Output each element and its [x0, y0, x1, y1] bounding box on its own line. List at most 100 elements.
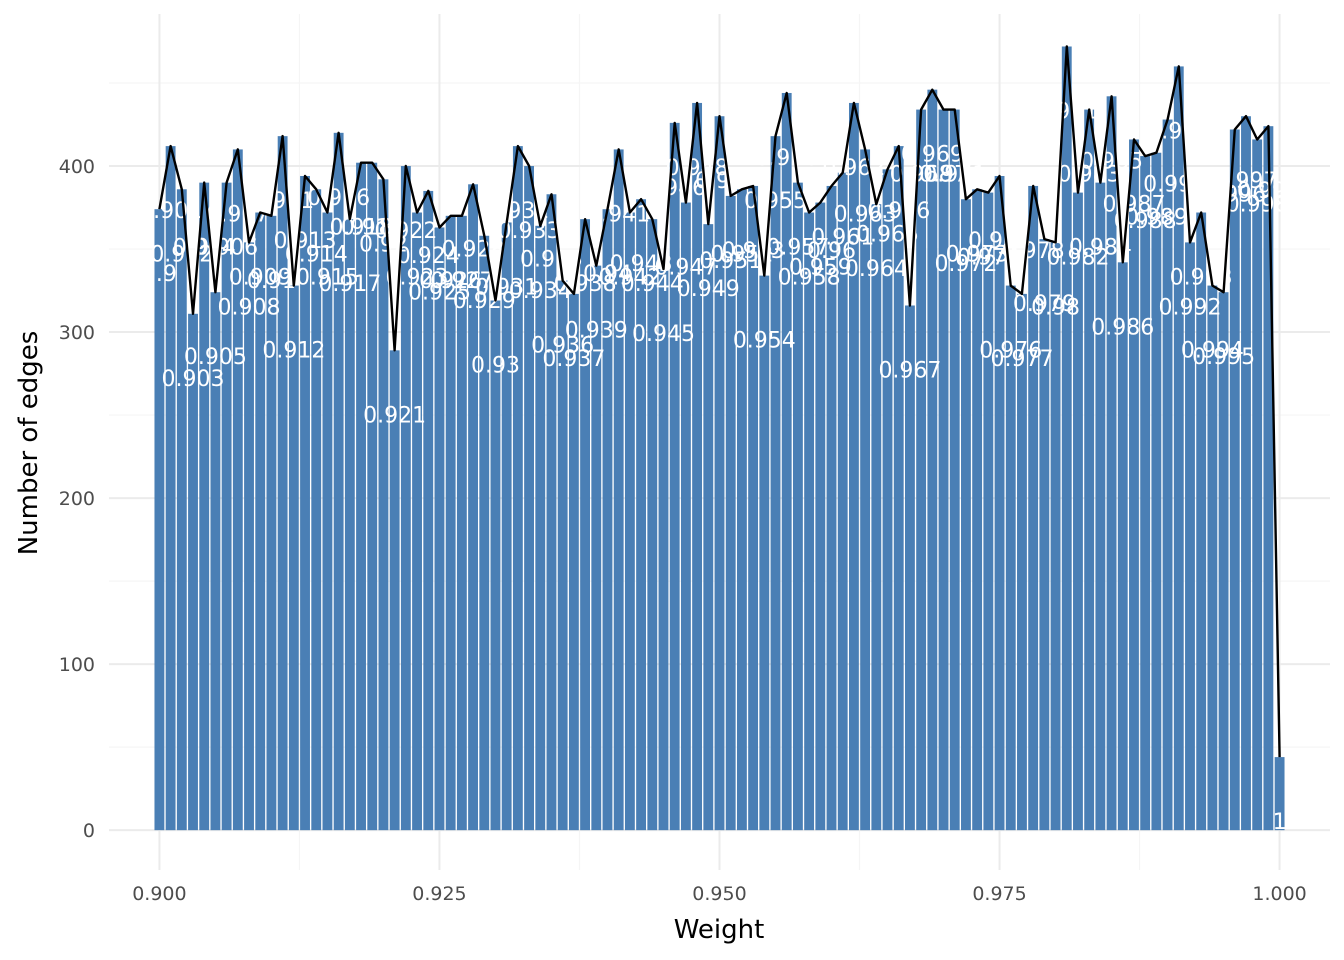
bar — [479, 235, 490, 831]
bar — [277, 136, 288, 831]
bar-label: 0.911 — [251, 189, 314, 214]
bar-label: 0.914 — [285, 242, 348, 267]
bar-label: 0.964 — [845, 257, 908, 282]
bar-label: 0.983 — [1058, 163, 1121, 188]
y-axis-title: Number of edges — [14, 331, 44, 556]
bar — [367, 162, 378, 831]
bar — [580, 219, 591, 831]
bar — [972, 189, 983, 831]
bar-label: 0.946 — [643, 176, 706, 201]
bar-label: 0.928 — [442, 237, 505, 262]
bar-label: 0.965 — [856, 222, 919, 247]
bar-label: 0.998 — [1226, 192, 1289, 217]
bar — [692, 102, 703, 831]
bar-label: 0.927 — [430, 269, 493, 294]
bar-label: 0.917 — [318, 272, 381, 297]
bar-label: 0.919 — [341, 216, 404, 241]
bar — [1263, 126, 1274, 831]
bar — [490, 300, 501, 831]
bar-label: 0.941 — [587, 202, 650, 227]
bar — [905, 305, 915, 831]
bar — [468, 184, 478, 831]
bar — [557, 280, 568, 831]
bar — [1274, 757, 1285, 831]
bar-label: 0.93 — [471, 354, 520, 379]
bar — [725, 195, 736, 831]
bar — [949, 109, 960, 831]
bar — [300, 175, 310, 831]
bar-label: 0.901 — [139, 199, 202, 224]
x-axis-title: Weight — [674, 915, 765, 945]
bar — [412, 212, 422, 831]
bar — [1039, 239, 1050, 831]
bar — [344, 219, 355, 831]
bar-label: 0.909 — [229, 266, 292, 291]
bar — [333, 132, 344, 831]
bar — [860, 149, 871, 831]
bar-label: 0.902 — [150, 242, 213, 267]
line-layer — [158, 45, 1281, 758]
bar-label: 0.921 — [363, 403, 426, 428]
bar-label: 0.956 — [755, 146, 818, 171]
bar — [512, 146, 523, 831]
bar — [927, 89, 938, 831]
bar-label: 0.957 — [766, 236, 829, 261]
bar-label: 1 — [1273, 810, 1287, 835]
bar-label: 0.944 — [621, 272, 684, 297]
bar-label: 0.913 — [274, 229, 337, 254]
bar-label: 0.938 — [554, 272, 617, 297]
bar-label: 0.982 — [1046, 246, 1109, 271]
bar — [938, 109, 949, 831]
y-tick-label: 100 — [59, 654, 95, 676]
bar — [1241, 116, 1251, 831]
x-tick-label: 1.000 — [1252, 883, 1306, 905]
bar-label: 0.954 — [733, 329, 796, 354]
bar-label: 0.961 — [811, 226, 874, 251]
bar — [535, 225, 546, 831]
bar — [893, 146, 904, 831]
bar-label: 0.96 — [807, 239, 856, 264]
x-tick-label: 0.950 — [692, 883, 746, 905]
bar — [221, 182, 232, 831]
bar-label: 0.903 — [162, 367, 225, 392]
bar — [1252, 139, 1263, 831]
bar — [1017, 293, 1027, 831]
bar — [423, 190, 434, 831]
bar-label: 0.939 — [565, 319, 628, 344]
bar — [1028, 185, 1039, 831]
bar-label: 0.989 — [1125, 206, 1188, 231]
bar — [636, 199, 647, 831]
bar-label: 0.969 — [901, 143, 964, 168]
bar-label: 0.915 — [296, 266, 359, 291]
bar — [815, 202, 826, 831]
bar-label: 0.933 — [498, 219, 561, 244]
bar — [1061, 46, 1072, 831]
bar-label: 0.992 — [1158, 295, 1221, 320]
bar — [1050, 242, 1061, 831]
bar — [311, 189, 322, 831]
bar — [1162, 119, 1173, 831]
bar-label: 0.993 — [1170, 266, 1233, 291]
bar — [826, 185, 837, 831]
bar-label: 0.953 — [722, 239, 785, 264]
bar-label: 0.942 — [598, 266, 661, 291]
bar-label: 0.962 — [822, 156, 885, 181]
bar — [154, 209, 165, 831]
bar — [400, 166, 411, 831]
bar — [546, 194, 557, 831]
bar-label: 0.91 — [247, 269, 296, 294]
bar — [434, 227, 445, 831]
bar — [445, 215, 456, 831]
bar — [613, 149, 624, 831]
bar-label: 0.995 — [1192, 345, 1255, 370]
bar — [255, 212, 266, 831]
bar — [1229, 129, 1240, 831]
bar-label: 0.991 — [1147, 119, 1210, 144]
x-tick-label: 0.900 — [132, 883, 186, 905]
bar — [389, 350, 400, 831]
bar-label: 0.904 — [173, 236, 236, 261]
bar — [1129, 139, 1139, 831]
bar-label: 0.94 — [583, 262, 632, 287]
bar — [770, 136, 781, 831]
